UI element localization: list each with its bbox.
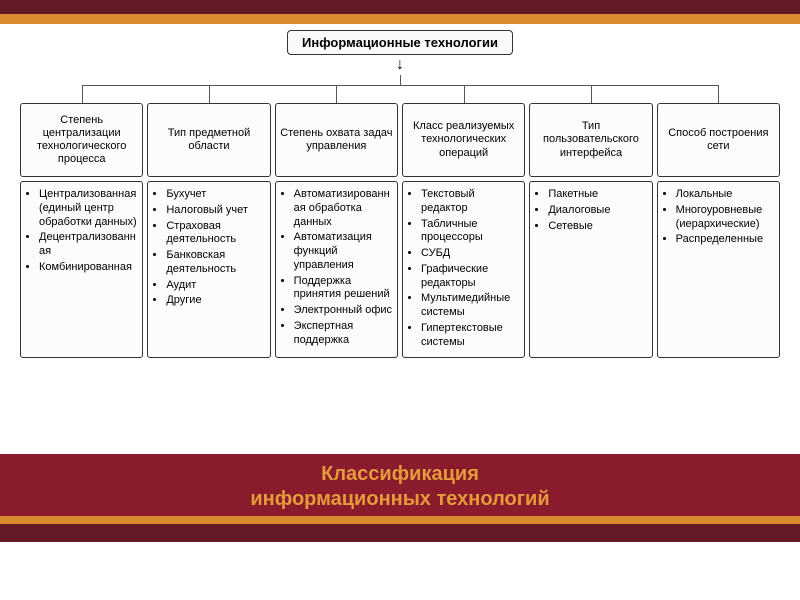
list-item: Банковская деятельность <box>166 249 265 277</box>
arrow-down-icon: ↓ <box>20 57 780 73</box>
list-item: Распределенные <box>676 233 775 247</box>
list-item: Сетевые <box>548 220 647 234</box>
footer-title: Классификация информационных технологий <box>0 462 800 512</box>
column-body: Текстовый редакторТабличные процессорыСУ… <box>402 181 525 358</box>
footer-title-bar: Классификация информационных технологий <box>0 454 800 516</box>
column-header: Степень централизации технологического п… <box>20 103 143 177</box>
column-header: Способ построения сети <box>657 103 780 177</box>
column-header: Степень охвата задач управления <box>275 103 398 177</box>
list-item: Графические редакторы <box>421 263 520 291</box>
column-body: Пакетные Диалоговые Сетевые <box>529 181 652 358</box>
list-item: Автоматизированная обработка данных <box>294 188 393 229</box>
top-orange-bar <box>0 14 800 24</box>
list-item: Децентрализованная <box>39 231 138 259</box>
list-item: Многоуровневые (иерархические) <box>676 204 775 232</box>
column-4: Тип пользовательского интерфейсаПакетные… <box>529 103 652 358</box>
list-item: Табличные процессоры <box>421 218 520 246</box>
list-item: Бухучет <box>166 188 265 202</box>
column-1: Тип предметной области Бухучет Налоговый у… <box>147 103 270 358</box>
footer-block: Классификация информационных технологий <box>0 454 800 542</box>
list-item: Страховая деятельность <box>166 220 265 248</box>
list-item: Поддержка принятия решений <box>294 275 393 303</box>
list-item: Автоматизация функций управления <box>294 231 393 272</box>
footer-line-2: информационных технологий <box>250 488 549 510</box>
list-item: Централизованная (единый центр обработки… <box>39 188 138 229</box>
column-0: Степень централизации технологического п… <box>20 103 143 358</box>
diagram-area: Информационные технологии ↓ Степень цент… <box>0 24 800 454</box>
column-body: Локальные Многоуровневые (иерархические)Р… <box>657 181 780 358</box>
footer-dark-stripe <box>0 524 800 542</box>
list-item: Мультимедийные системы <box>421 292 520 320</box>
list-item: Электронный офис <box>294 304 393 318</box>
list-item: Диалоговые <box>548 204 647 218</box>
list-item: Пакетные <box>548 188 647 202</box>
columns-container: Степень централизации технологического п… <box>20 103 780 358</box>
column-header: Класс реализуемых технологических операц… <box>402 103 525 177</box>
list-item: Текстовый редактор <box>421 188 520 216</box>
footer-orange-stripe <box>0 516 800 524</box>
column-body: Автоматизированная обработка данныхАвтом… <box>275 181 398 358</box>
column-body: Централизованная (единый центр обработки… <box>20 181 143 358</box>
column-header: Тип предметной области <box>147 103 270 177</box>
column-5: Способ построения сети Локальные Многоуров… <box>657 103 780 358</box>
list-item: СУБД <box>421 247 520 261</box>
column-body: Бухучет Налоговый учет Страховая деятельно… <box>147 181 270 358</box>
footer-line-1: Классификация <box>321 463 479 485</box>
root-node: Информационные технологии <box>287 30 513 55</box>
list-item: Экспертная поддержка <box>294 320 393 348</box>
list-item: Локальные <box>676 188 775 202</box>
list-item: Аудит <box>166 279 265 293</box>
column-3: Класс реализуемых технологических операц… <box>402 103 525 358</box>
column-header: Тип пользовательского интерфейса <box>529 103 652 177</box>
list-item: Налоговый учет <box>166 204 265 218</box>
list-item: Гипертекстовые системы <box>421 322 520 350</box>
column-2: Степень охвата задач управленияАвтоматиз… <box>275 103 398 358</box>
list-item: Комбинированная <box>39 261 138 275</box>
list-item: Другие <box>166 294 265 308</box>
top-dark-bar <box>0 0 800 14</box>
connector-lines <box>20 75 780 103</box>
